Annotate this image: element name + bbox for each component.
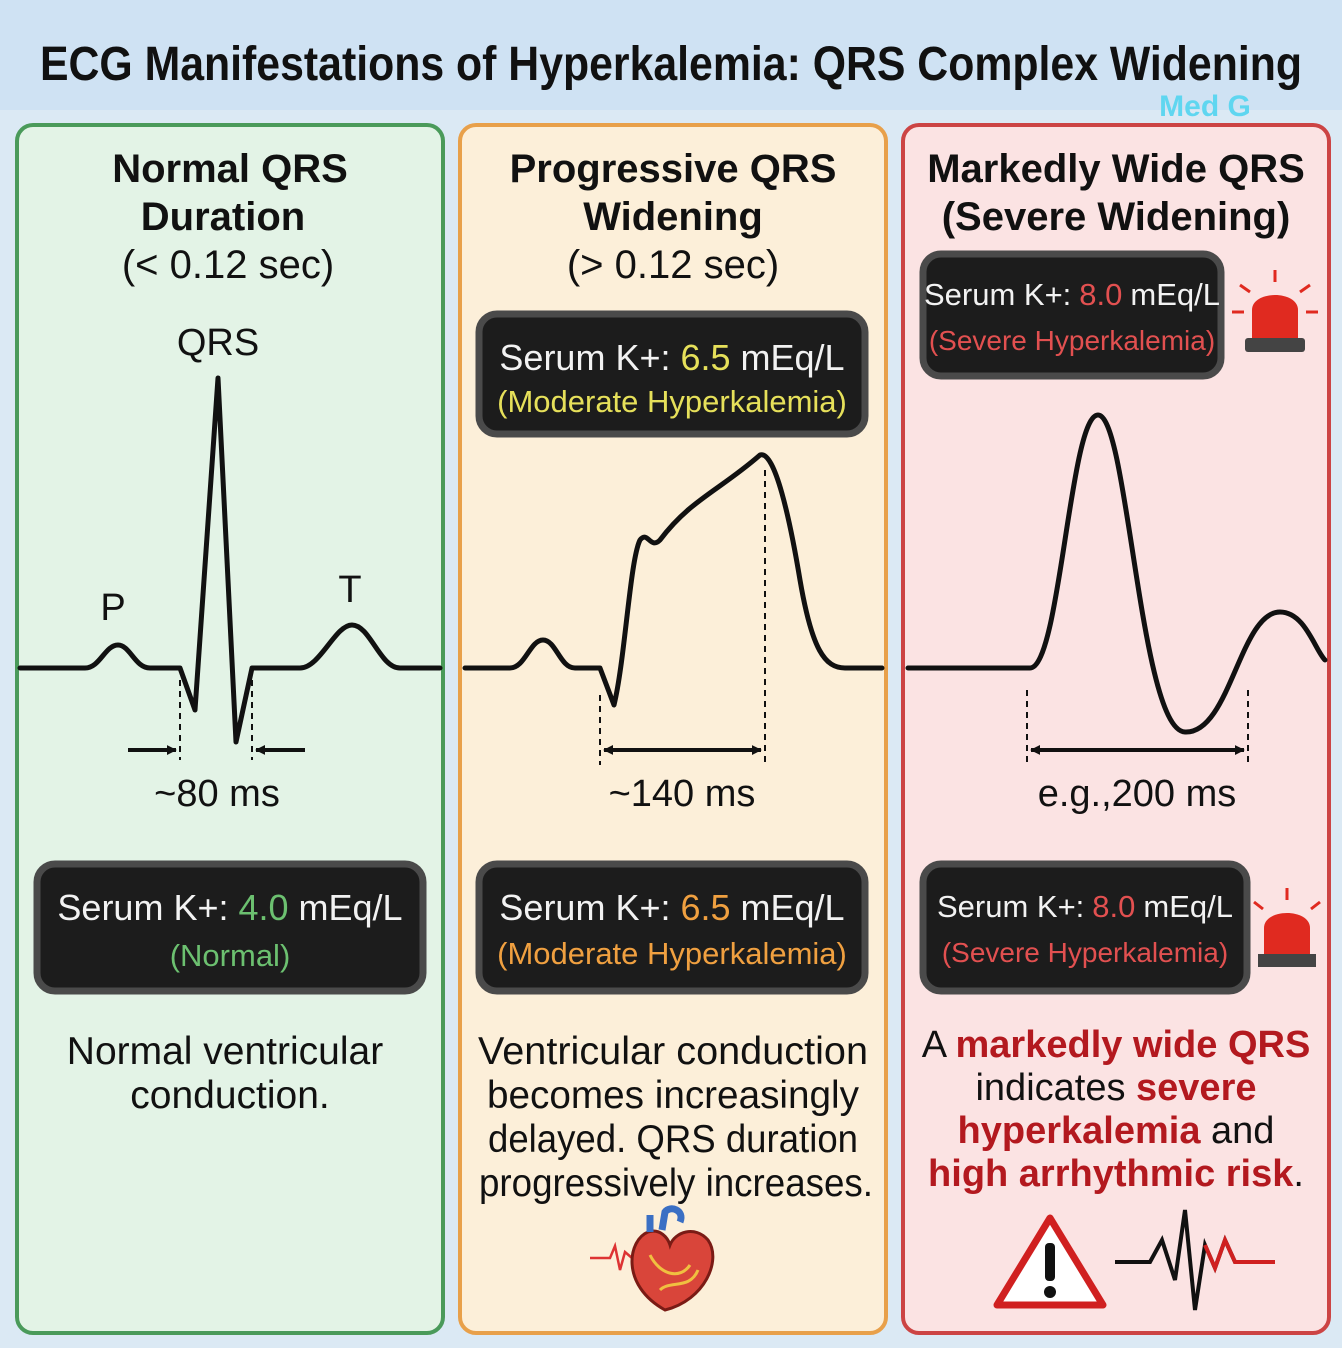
lab-value: 4.0 <box>238 887 288 928</box>
wave-label: QRS <box>177 322 259 364</box>
siren-icon <box>1232 270 1318 352</box>
panel <box>15 123 445 1335</box>
lab-box <box>919 860 1251 995</box>
description: indicates severe <box>975 1067 1256 1109</box>
title-bar <box>0 0 1342 110</box>
lab-box <box>475 860 869 995</box>
description-segment: A <box>922 1024 956 1066</box>
description: delayed. QRS duration <box>488 1118 858 1161</box>
lab-unit: mEq/L <box>299 887 403 928</box>
lab-status: (Severe Hyperkalemia) <box>929 325 1215 356</box>
description: Normal ventricular <box>67 1030 383 1073</box>
lab-status: (Moderate Hyperkalemia) <box>497 384 847 419</box>
heading: Widening <box>583 195 763 239</box>
lab-status: (Severe Hyperkalemia) <box>942 937 1228 968</box>
duration: e.g.,200 ms <box>1038 773 1237 815</box>
warning-icon <box>993 1209 1275 1311</box>
heading: Markedly Wide QRS <box>927 147 1305 191</box>
panel <box>901 123 1331 1335</box>
description-segment: hyperkalemia <box>958 1110 1202 1152</box>
lab-box <box>919 250 1225 380</box>
ecg-wave <box>17 375 443 745</box>
lab-unit: mEq/L <box>741 337 845 378</box>
heading: (> 0.12 sec) <box>567 243 779 287</box>
description: progressively increases. <box>479 1162 873 1205</box>
description: conduction. <box>130 1074 329 1117</box>
heading: Normal QRS <box>112 147 348 191</box>
heart-icon <box>590 1205 715 1312</box>
ecg-wave <box>905 412 1328 735</box>
siren-icon <box>1253 888 1321 967</box>
lab-box <box>475 310 869 438</box>
watermark: Med G <box>1159 90 1251 123</box>
lab-text: Serum K+: 6.5 mEq/L <box>499 887 844 928</box>
lab-label: Serum K+: <box>924 277 1071 312</box>
wave-label: P <box>100 587 125 629</box>
description: high arrhythmic risk. <box>928 1153 1304 1195</box>
description: A markedly wide QRS <box>922 1024 1311 1066</box>
description-segment: high arrhythmic risk <box>928 1153 1294 1195</box>
description-segment: indicates <box>975 1067 1136 1109</box>
heading: Duration <box>141 195 305 239</box>
duration: ~140 ms <box>609 773 756 815</box>
duration: ~80 ms <box>154 773 280 815</box>
lab-text: Serum K+: 8.0 mEq/L <box>924 277 1220 312</box>
description: Ventricular conduction <box>478 1030 868 1073</box>
description-segment: . <box>1293 1153 1304 1195</box>
heading: (< 0.12 sec) <box>122 243 334 287</box>
ecg-wave <box>462 452 885 708</box>
lab-label: Serum K+: <box>937 889 1084 924</box>
lab-text: Serum K+: 6.5 mEq/L <box>499 337 844 378</box>
description: becomes increasingly <box>487 1074 859 1117</box>
lab-text: Serum K+: 4.0 mEq/L <box>57 887 402 928</box>
lab-unit: mEq/L <box>1130 277 1220 312</box>
lab-value: 8.0 <box>1079 277 1122 312</box>
lab-unit: mEq/L <box>741 887 845 928</box>
heading: Progressive QRS <box>510 147 837 191</box>
description: hyperkalemia and <box>958 1110 1275 1152</box>
lab-label: Serum K+: <box>57 887 228 928</box>
lab-unit: mEq/L <box>1143 889 1233 924</box>
lab-label: Serum K+: <box>499 887 670 928</box>
lab-status: (Moderate Hyperkalemia) <box>497 936 847 971</box>
heading: (Severe Widening) <box>942 195 1291 239</box>
description-segment: markedly wide QRS <box>956 1024 1311 1066</box>
description-segment: severe <box>1136 1067 1256 1109</box>
description-segment: and <box>1200 1110 1274 1152</box>
lab-box <box>33 860 427 995</box>
lab-value: 8.0 <box>1092 889 1135 924</box>
title: ECG Manifestations of Hyperkalemia: QRS … <box>40 38 1302 91</box>
lab-text: Serum K+: 8.0 mEq/L <box>937 889 1233 924</box>
lab-value: 6.5 <box>680 887 730 928</box>
lab-status: (Normal) <box>170 938 291 973</box>
lab-label: Serum K+: <box>499 337 670 378</box>
wave-label: T <box>338 569 361 611</box>
lab-value: 6.5 <box>680 337 730 378</box>
